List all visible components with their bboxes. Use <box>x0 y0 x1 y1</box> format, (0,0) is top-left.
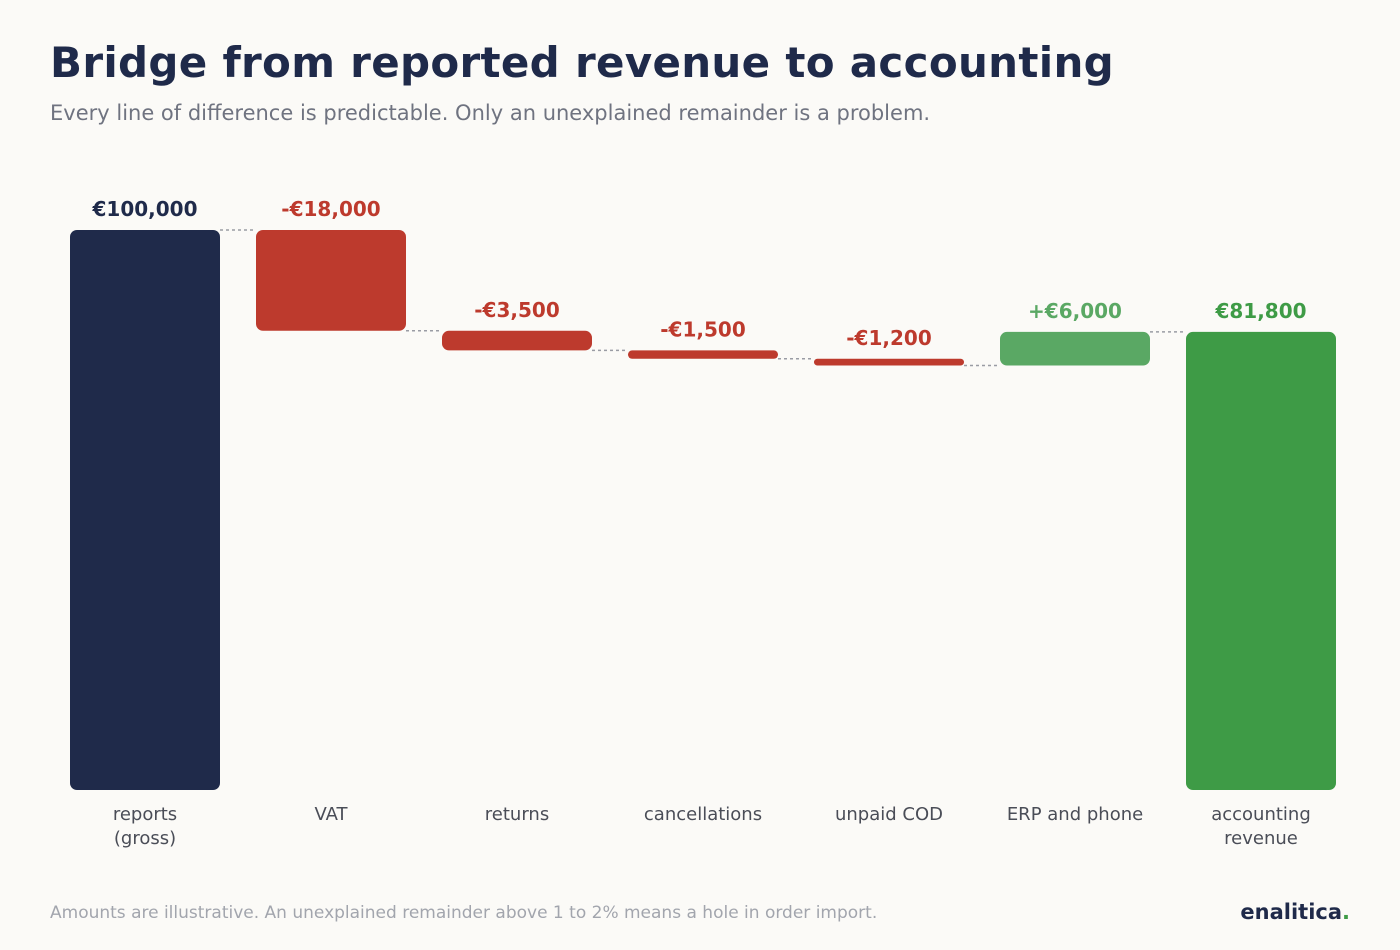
waterfall-bar <box>442 330 592 351</box>
category-label: returns <box>485 804 549 825</box>
category-label: VAT <box>314 804 348 825</box>
data-label: €100,000 <box>91 197 197 221</box>
brand-logo: enalitica. <box>1240 900 1350 924</box>
brand-name: enalitica <box>1240 900 1343 924</box>
data-label: +€6,000 <box>1028 299 1122 323</box>
category-label: cancellations <box>644 804 762 825</box>
footnote: Amounts are illustrative. An unexplained… <box>50 903 878 923</box>
chart-title: Bridge from reported revenue to accounti… <box>50 38 1115 87</box>
brand-dot: . <box>1342 900 1350 924</box>
category-label: (gross) <box>114 828 176 849</box>
category-label: unpaid COD <box>835 804 943 825</box>
waterfall-bar <box>70 230 220 790</box>
data-label: €81,800 <box>1214 299 1306 323</box>
data-label: -€1,200 <box>846 326 931 350</box>
data-label: -€3,500 <box>474 298 559 322</box>
category-label: ERP and phone <box>1007 804 1143 825</box>
waterfall-bar <box>1000 331 1150 366</box>
waterfall-bar <box>256 230 406 331</box>
waterfall-bar <box>1186 331 1336 790</box>
data-label: -€1,500 <box>660 317 745 341</box>
waterfall-bar <box>814 358 964 366</box>
category-label: accounting <box>1211 804 1311 825</box>
chart-subtitle: Every line of difference is predictable.… <box>50 101 931 125</box>
category-label: reports <box>113 804 177 825</box>
data-label: -€18,000 <box>281 197 380 221</box>
waterfall-bar <box>628 350 778 359</box>
category-label: revenue <box>1224 828 1298 849</box>
